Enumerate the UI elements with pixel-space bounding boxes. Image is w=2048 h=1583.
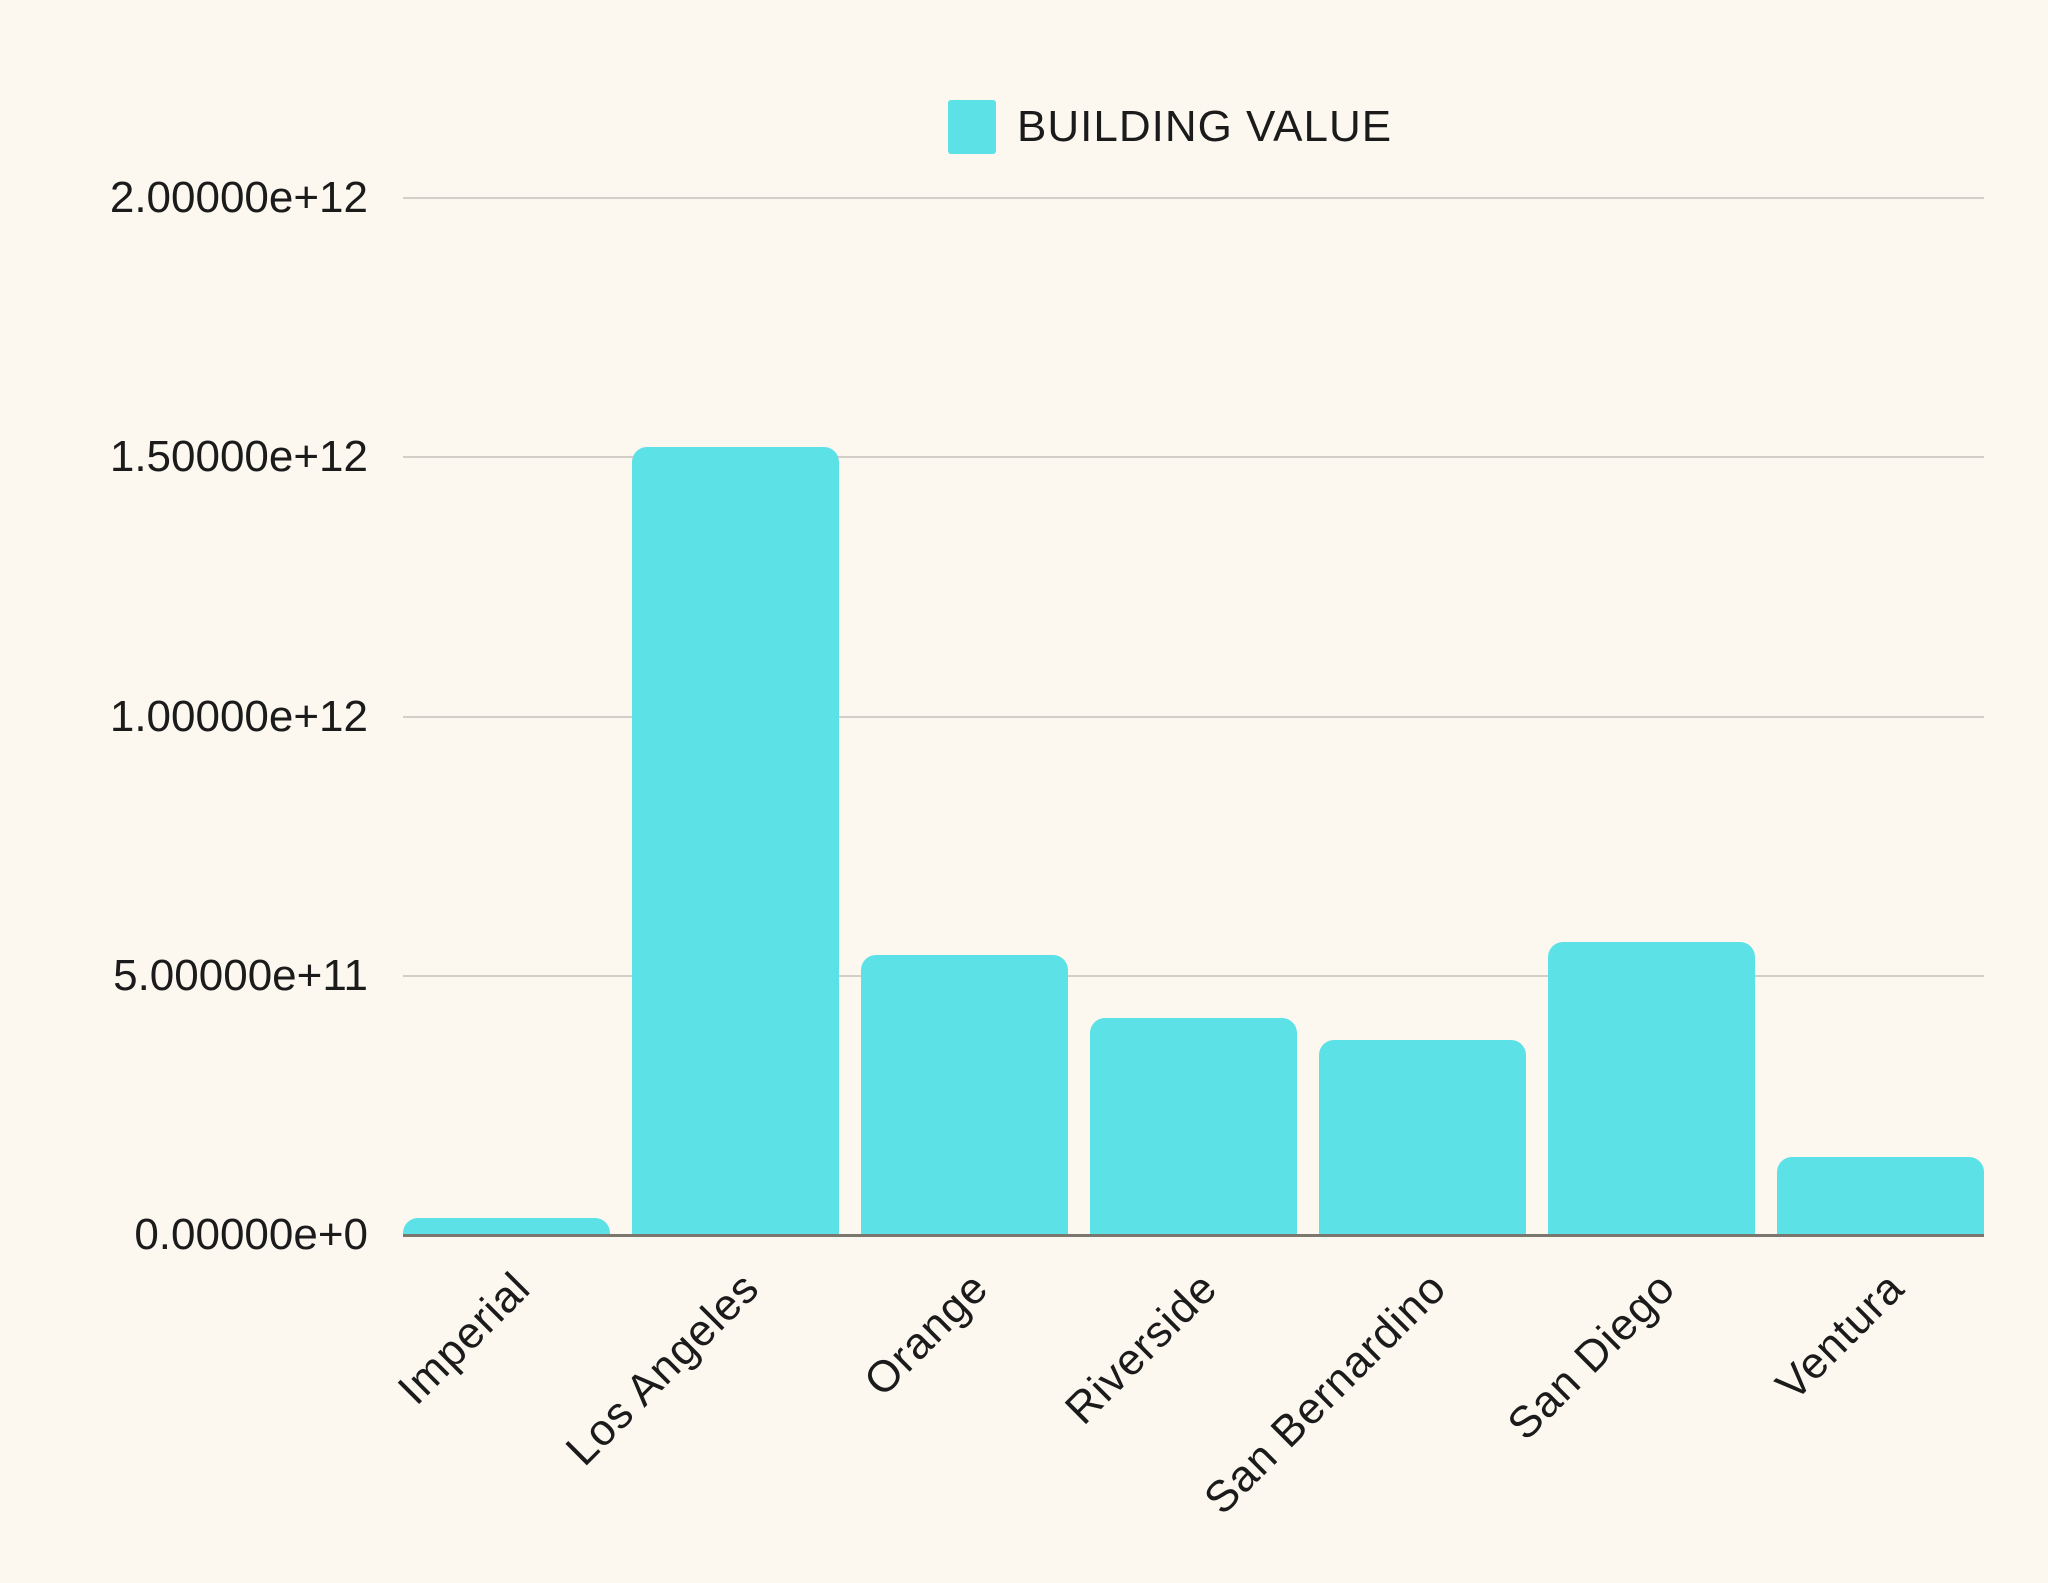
plot-area bbox=[403, 197, 1984, 1237]
x-axis-label-san-diego: San Diego bbox=[1497, 1263, 1685, 1450]
x-axis-line bbox=[403, 1234, 1984, 1237]
y-axis-tick-label: 0.00000e+0 bbox=[134, 1210, 368, 1259]
x-axis-label-imperial: Imperial bbox=[388, 1263, 540, 1414]
x-axis-label-ventura: Ventura bbox=[1766, 1263, 1914, 1410]
bar-san-bernardino bbox=[1319, 1040, 1526, 1235]
legend-label: BUILDING VALUE bbox=[1017, 102, 1393, 151]
y-axis-tick-label: 5.00000e+11 bbox=[113, 950, 368, 1000]
bar-riverside bbox=[1090, 1018, 1297, 1235]
gridline bbox=[403, 974, 1984, 977]
legend: BUILDING VALUE bbox=[948, 100, 1392, 154]
bar-imperial bbox=[403, 1217, 610, 1235]
gridline bbox=[403, 456, 1984, 459]
bar-orange bbox=[861, 955, 1068, 1235]
bar-san-diego bbox=[1548, 941, 1755, 1235]
y-axis-tick-label: 1.50000e+12 bbox=[109, 432, 368, 482]
x-axis-label-riverside: Riverside bbox=[1055, 1263, 1227, 1434]
y-axis-tick-label: 2.00000e+12 bbox=[109, 173, 368, 222]
x-axis-label-orange: Orange bbox=[854, 1263, 998, 1406]
gridline bbox=[403, 715, 1984, 718]
y-axis-tick-label: 1.00000e+12 bbox=[109, 691, 368, 741]
legend-swatch bbox=[948, 100, 996, 154]
gridline bbox=[403, 197, 1984, 199]
bar-ventura bbox=[1777, 1157, 1984, 1235]
bar-los-angeles bbox=[632, 446, 839, 1235]
x-axis-label-san-bernardino: San Bernardino bbox=[1194, 1263, 1456, 1524]
x-axis-label-los-angeles: Los Angeles bbox=[556, 1263, 769, 1475]
